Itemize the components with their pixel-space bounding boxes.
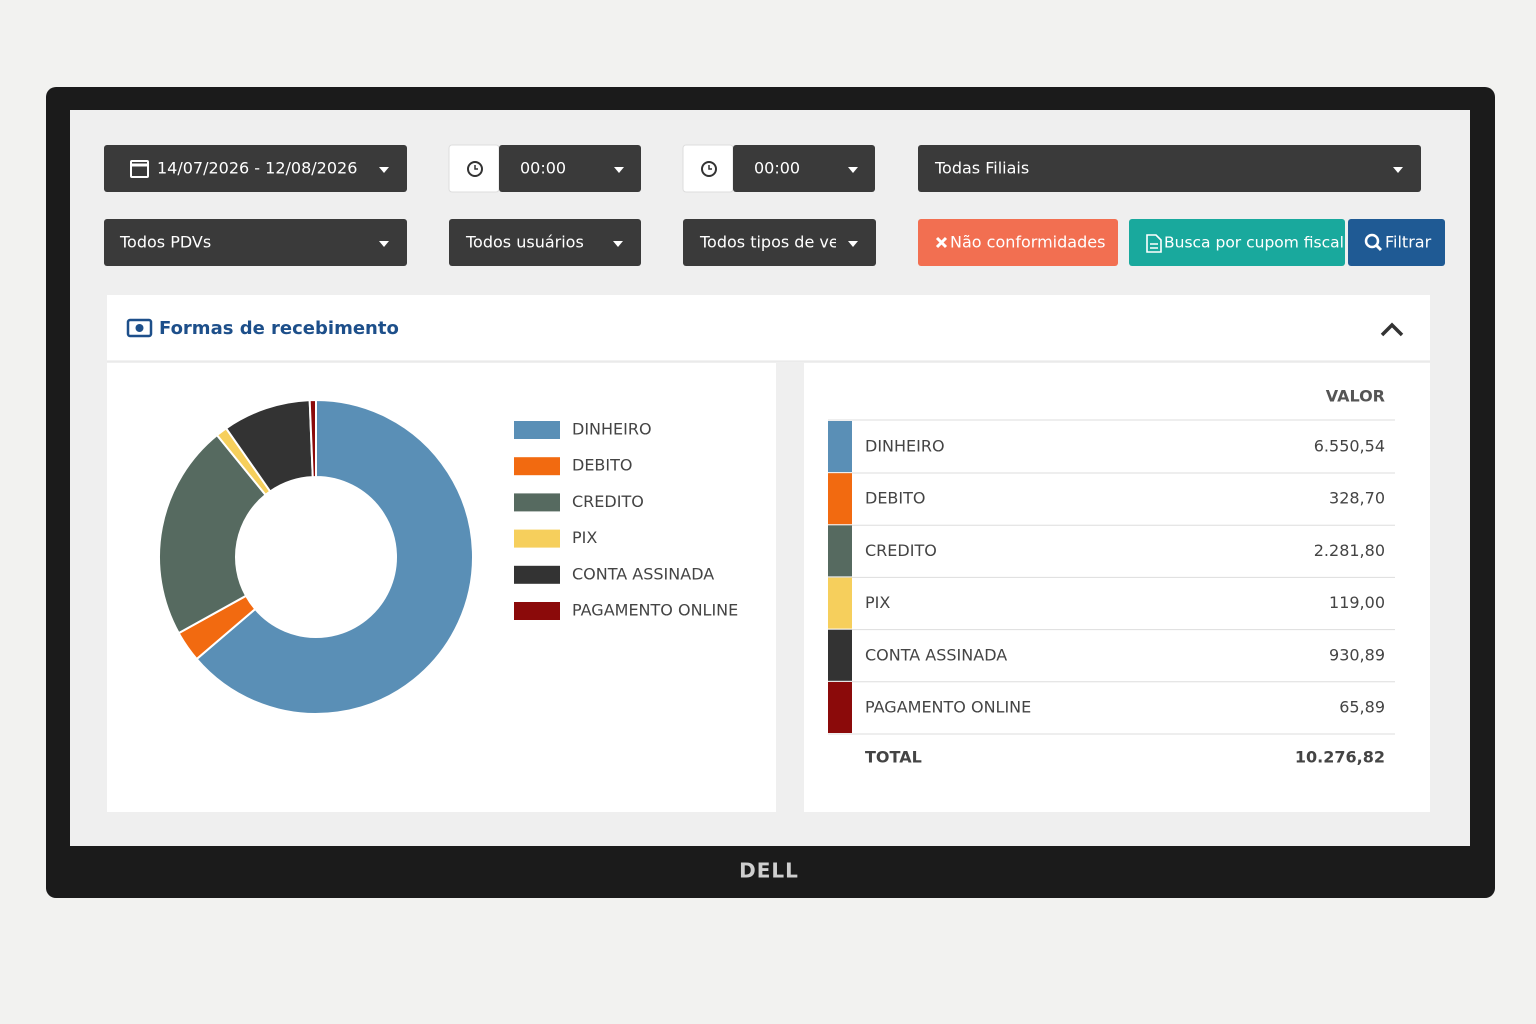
- legend-label: DINHEIRO: [572, 420, 652, 439]
- legend-swatch: [514, 529, 560, 548]
- row-value: 119,00: [1329, 593, 1385, 612]
- row-color-bar: [828, 682, 852, 733]
- users-select[interactable]: [449, 219, 641, 266]
- legend-swatch: [514, 457, 560, 476]
- total-label: TOTAL: [865, 748, 922, 767]
- legend-swatch: [514, 565, 560, 584]
- panel-title: Formas de recebimento: [159, 318, 399, 339]
- time-select[interactable]: [499, 145, 641, 192]
- clock-icon: [708, 165, 712, 170]
- caret: [1393, 167, 1403, 173]
- search-icon: [1364, 233, 1380, 249]
- document-icon: [1146, 234, 1162, 253]
- clock-box: [448, 144, 500, 193]
- money-icon: [126, 318, 153, 338]
- row-value: 2.281,80: [1314, 541, 1385, 560]
- monitor-brand: DELL: [739, 859, 799, 883]
- row-label: DINHEIRO: [865, 437, 945, 456]
- search-icon: [1374, 243, 1383, 252]
- clock-box: [682, 144, 734, 193]
- row-color-bar: [828, 525, 852, 577]
- users-select-label: Todos usuários: [465, 233, 584, 252]
- legend-swatch: [514, 602, 560, 620]
- sale-type-select-label: Todos tipos de ve: [699, 233, 839, 252]
- clock-icon: [701, 161, 717, 177]
- row-color-bar: [828, 629, 852, 681]
- receipt-search-button[interactable]: [1129, 219, 1345, 266]
- row-label: PAGAMENTO ONLINE: [865, 698, 1031, 717]
- row-value: 930,89: [1329, 645, 1385, 664]
- panel-header: [107, 295, 1430, 361]
- time-select-label: 00:00: [754, 159, 800, 178]
- row-label: CREDITO: [865, 541, 937, 560]
- nonconformities-button[interactable]: [918, 219, 1118, 266]
- time-select-label: 00:00: [520, 159, 566, 178]
- pdv-select[interactable]: [104, 219, 407, 266]
- sale-type-select[interactable]: [683, 219, 876, 266]
- money-icon: [135, 324, 144, 332]
- legend-label: CONTA ASSINADA: [572, 564, 714, 583]
- filter-button-label: Filtrar: [1385, 233, 1432, 252]
- clock-icon: [474, 165, 478, 170]
- branch-select-label: Todas Filiais: [934, 159, 1029, 178]
- caret: [379, 241, 389, 247]
- row-value: 65,89: [1339, 698, 1385, 717]
- row-label: CONTA ASSINADA: [865, 645, 1007, 664]
- row-label: PIX: [865, 593, 890, 612]
- legend-label: PAGAMENTO ONLINE: [572, 601, 738, 620]
- caret: [848, 241, 858, 247]
- nonconformities-button-label: Não conformidades: [950, 233, 1105, 252]
- collapse-icon[interactable]: [1380, 322, 1404, 337]
- row-value: 328,70: [1329, 489, 1385, 508]
- caret: [379, 167, 389, 173]
- date-range-picker-label: 14/07/2026 - 12/08/2026: [157, 159, 357, 178]
- pdv-select-label: Todos PDVs: [119, 233, 211, 252]
- total-value: 10.276,82: [1295, 748, 1385, 767]
- row-color-bar: [828, 473, 852, 525]
- donut-slice: [195, 398, 474, 715]
- legend-label: CREDITO: [572, 492, 644, 511]
- table-card: [804, 363, 1430, 812]
- x-icon: [935, 236, 948, 249]
- row-label: DEBITO: [865, 489, 926, 508]
- receipt-search-button-label: Busca por cupom fiscal: [1164, 234, 1344, 252]
- legend-swatch: [514, 421, 560, 439]
- row-color-bar: [828, 577, 852, 629]
- branch-select[interactable]: [918, 145, 1421, 192]
- clock-icon: [467, 161, 483, 177]
- caret: [614, 167, 624, 173]
- filter-button[interactable]: [1348, 219, 1445, 266]
- legend-label: PIX: [572, 528, 597, 547]
- date-range-picker[interactable]: [104, 145, 407, 192]
- caret: [848, 167, 858, 173]
- row-color-bar: [828, 421, 852, 472]
- table-header: VALOR: [1326, 387, 1385, 406]
- time-select[interactable]: [733, 145, 875, 192]
- legend-swatch: [514, 493, 560, 512]
- caret: [613, 241, 623, 247]
- row-value: 6.550,54: [1314, 437, 1385, 456]
- calendar-icon: [130, 160, 149, 178]
- donut-slice: [158, 433, 267, 635]
- donut-slice: [308, 398, 317, 479]
- legend-label: DEBITO: [572, 456, 633, 475]
